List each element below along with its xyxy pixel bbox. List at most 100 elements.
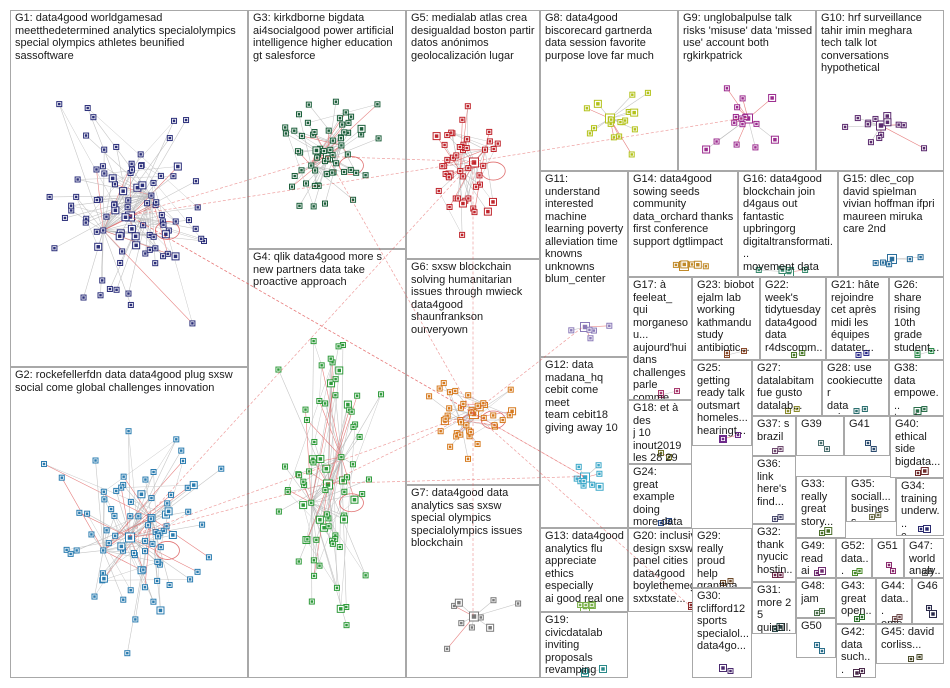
node-avatar [427,395,431,398]
node-avatar [619,120,622,124]
node-avatar [570,329,573,332]
node-avatar [469,430,473,434]
node-avatar [444,417,447,420]
group-label: G13: data4good analytics flu appreciate … [545,530,624,605]
node-avatar [448,390,452,394]
node-avatar [172,119,176,123]
node-avatar [627,110,630,114]
node-avatar [337,368,341,373]
node-avatar [119,544,124,549]
group-graph-g42 [853,668,865,677]
node-avatar [902,124,905,127]
node-avatar [448,445,452,449]
group-graph-g32 [772,572,784,578]
group-graph-g52 [852,568,863,576]
group-nodes [854,614,865,622]
node-avatar [820,609,824,613]
group-label: G42: data such... [841,626,871,676]
node-avatar [325,513,329,516]
group-panel-g30: G30: rclifford12 sports specialol... dat… [692,588,752,678]
group-label: G41 [849,418,870,430]
node-avatar [142,568,145,571]
node-avatar [516,602,520,605]
node-avatar [343,490,346,494]
node-avatar [465,146,468,150]
node-avatar [704,147,708,152]
node-avatar [181,459,185,463]
node-avatar [735,106,739,109]
node-avatar [324,466,329,471]
node-avatar [860,615,864,619]
node-avatar [925,527,929,531]
group-panel-g31: G31: more 2 5 quintill... [752,582,796,634]
node-avatar [608,324,611,328]
group-nodes [672,260,709,271]
node-avatar [115,489,118,493]
node-avatar [589,337,592,340]
node-avatar [352,497,357,502]
node-avatar [112,203,116,207]
edge [312,134,342,146]
node-avatar [461,175,465,178]
node-avatar [102,148,106,151]
edge [121,484,194,488]
node-avatar [501,418,504,422]
node-avatar [90,533,93,536]
node-avatar [855,617,859,621]
group-panel-g17: G17: à feeleat_ qui morganesou... aujour… [628,277,692,400]
edge [86,513,131,591]
node-avatar [919,255,922,259]
group-panel-g38: G38: data empowe... teacher... [889,360,944,416]
node-avatar [134,243,138,248]
node-avatar [199,237,203,241]
group-graph-g40 [915,467,929,476]
node-avatar [780,268,785,272]
node-avatar [127,535,133,540]
group-label: G36: link here's find... [757,458,787,508]
group-graph-g26 [914,348,935,358]
group-label: G30: rclifford12 sports specialol... dat… [697,590,749,652]
node-avatar [129,303,133,307]
node-avatar [874,117,877,121]
node-avatar [154,247,157,250]
group-nodes [922,568,933,576]
group-graph-g23 [724,348,747,358]
node-avatar [95,230,99,234]
group-graph-g16 [755,266,809,276]
node-avatar [305,418,309,422]
group-graph-g46 [926,605,937,618]
edge [103,206,128,231]
node-avatar [166,509,171,514]
node-avatar [338,545,342,549]
node-avatar [735,143,738,146]
group-label: G5: medialab atlas crea desigualdad bost… [411,12,535,62]
node-avatar [609,122,612,126]
node-avatar [326,157,330,160]
group-graph-g39 [818,440,830,452]
node-avatar [340,144,343,147]
group-panel-g32: G32: thank nyucic hostin... [752,524,796,582]
node-avatar [329,381,333,386]
edge [287,489,312,504]
node-avatar [675,389,679,393]
node-avatar [86,106,89,110]
node-avatar [129,500,133,504]
node-avatar [346,153,350,156]
node-avatar [815,611,819,615]
group-graph-g34 [918,525,931,533]
edge [129,537,191,580]
node-avatar [460,233,464,237]
node-avatar [354,171,358,175]
group-label: G25: getting ready talk outsmart homeles… [697,362,748,437]
group-panel-g49: G49: read ai week... [796,538,836,578]
node-avatar [102,549,105,552]
group-label: G2: rockefellerfdn data data4good plug s… [15,369,233,394]
node-avatar [152,470,155,474]
node-avatar [293,174,296,178]
group-label: G43: great open... [841,580,872,624]
node-avatar [127,199,130,202]
node-avatar [725,87,729,90]
node-avatar [452,604,456,608]
node-avatar [351,198,355,202]
node-avatar [742,349,746,353]
